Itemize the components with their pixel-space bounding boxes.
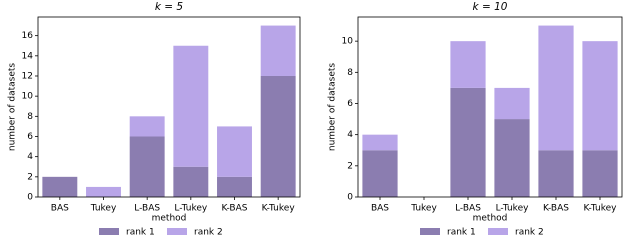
x-tick-label: K-BAS [222,204,248,214]
y-tick-label: 12 [22,71,33,81]
x-tick-label: K-Tukey [262,204,296,214]
x-tick-label: L-BAS [134,204,160,214]
bar-segment [362,134,398,151]
y-tick-label: 10 [342,37,354,47]
axes-frame [37,16,301,198]
bar-segment [260,25,296,76]
bar-segment [450,41,486,88]
x-axis-label: method [152,214,187,224]
y-tick-label: 14 [22,51,34,61]
bar-segment [173,166,209,197]
legend-swatch [99,228,119,235]
bar-segment [582,41,618,151]
y-tick-label: 10 [22,92,34,102]
y-tick-label: 4 [27,152,33,162]
bar-segment [260,75,296,197]
x-tick-label: BAS [371,204,389,214]
x-axis-label: method [473,214,508,224]
bar-segment [494,87,530,120]
legend-label: rank 1 [447,228,476,238]
x-tick-label: Tukey [410,204,437,214]
legend-swatch [167,228,187,235]
y-axis-label: number of datasets [328,63,338,152]
x-tick-label: L-Tukey [174,204,208,214]
bar-segment [494,119,530,197]
y-tick-label: 2 [347,161,353,171]
chart-title: k = 5 [155,1,184,13]
bar-segment [129,136,165,197]
y-tick-label: 6 [347,99,353,109]
chart-title: k = 10 [473,1,508,13]
bar-segment [582,150,618,197]
bar-segment [450,87,486,197]
bar-segment [362,150,398,197]
y-tick-label: 6 [27,132,33,142]
bar-segment [217,126,252,177]
y-tick-label: 8 [347,68,353,78]
y-tick-label: 16 [22,31,34,41]
bar-segment [42,176,78,197]
legend-label: rank 1 [126,228,155,238]
x-tick-label: K-BAS [543,204,569,214]
y-axis-label: number of datasets [8,63,18,152]
bar-segment [538,25,574,151]
bar-segment [86,186,121,197]
bar-segment [538,150,574,197]
legend-swatch [488,228,508,235]
y-tick-label: 0 [347,193,353,203]
bar-segment [129,116,165,137]
x-tick-label: BAS [51,204,69,214]
x-tick-label: L-BAS [455,204,481,214]
y-tick-label: 2 [27,172,33,182]
legend-label: rank 2 [194,228,223,238]
bar-segment [173,45,209,167]
axes-frame [357,16,623,198]
x-tick-label: L-Tukey [496,204,530,214]
x-tick-label: Tukey [90,204,117,214]
legend-label: rank 2 [515,228,544,238]
bar-segment [217,176,252,197]
y-tick-label: 0 [27,193,33,203]
x-tick-label: K-Tukey [584,204,618,214]
y-tick-label: 8 [27,112,33,122]
y-tick-label: 4 [347,130,353,140]
legend-swatch [420,228,440,235]
